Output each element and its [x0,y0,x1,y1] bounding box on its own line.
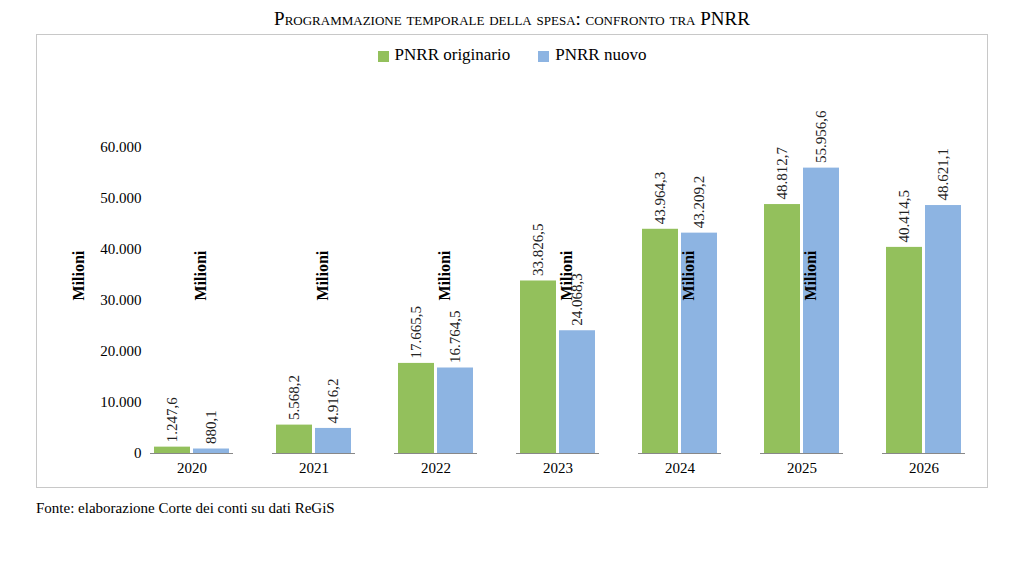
svg-text:Milioni: Milioni [680,250,697,300]
svg-text:5.568,2: 5.568,2 [286,375,302,420]
svg-text:16.764,5: 16.764,5 [447,311,463,364]
svg-text:10.000: 10.000 [100,394,141,410]
svg-text:30.000: 30.000 [100,292,141,308]
svg-text:43.209,2: 43.209,2 [691,176,707,229]
svg-text:55.956,6: 55.956,6 [813,110,829,163]
html-text:PNRR originario: PNRR originario [394,45,511,64]
svg-text:50.000: 50.000 [100,190,141,206]
svg-text:4.916,2: 4.916,2 [325,378,341,423]
svg-text:2021: 2021 [299,460,329,476]
html-text:Programmazione temporale della: Programmazione temporale della spesa: co… [274,8,750,29]
svg-text:60.000: 60.000 [100,139,141,155]
svg-text:Milioni: Milioni [558,250,575,300]
svg-text:2020: 2020 [177,460,207,476]
svg-text:2022: 2022 [421,460,451,476]
svg-text:Milioni: Milioni [314,250,331,300]
svg-text:2026: 2026 [909,460,940,476]
svg-text:Milioni: Milioni [436,250,453,300]
svg-text:24.068,3: 24.068,3 [569,273,586,326]
svg-text:40.000: 40.000 [100,241,141,257]
svg-text:Milioni: Milioni [802,250,819,300]
svg-text:Milioni: Milioni [192,250,209,300]
svg-text:880,1: 880,1 [203,410,219,444]
svg-text:0: 0 [134,445,142,461]
svg-text:40.414,5: 40.414,5 [896,190,912,243]
svg-text:2024: 2024 [665,460,696,476]
svg-text:17.665,5: 17.665,5 [408,306,424,359]
svg-text:48.621,1: 48.621,1 [935,148,951,201]
svg-text:48.812,7: 48.812,7 [774,147,790,200]
svg-text:2025: 2025 [787,460,817,476]
html-text:PNRR nuovo: PNRR nuovo [555,45,647,64]
html-text:Fonte: elaborazione Corte dei: Fonte: elaborazione Corte dei conti su d… [36,500,335,516]
svg-text:1.247,6: 1.247,6 [164,397,180,443]
svg-text:Milioni: Milioni [70,250,87,300]
svg-text:20.000: 20.000 [100,343,141,359]
svg-text:33.826,5: 33.826,5 [530,223,546,276]
svg-text:43.964,3: 43.964,3 [652,172,668,225]
svg-text:2023: 2023 [543,460,573,476]
